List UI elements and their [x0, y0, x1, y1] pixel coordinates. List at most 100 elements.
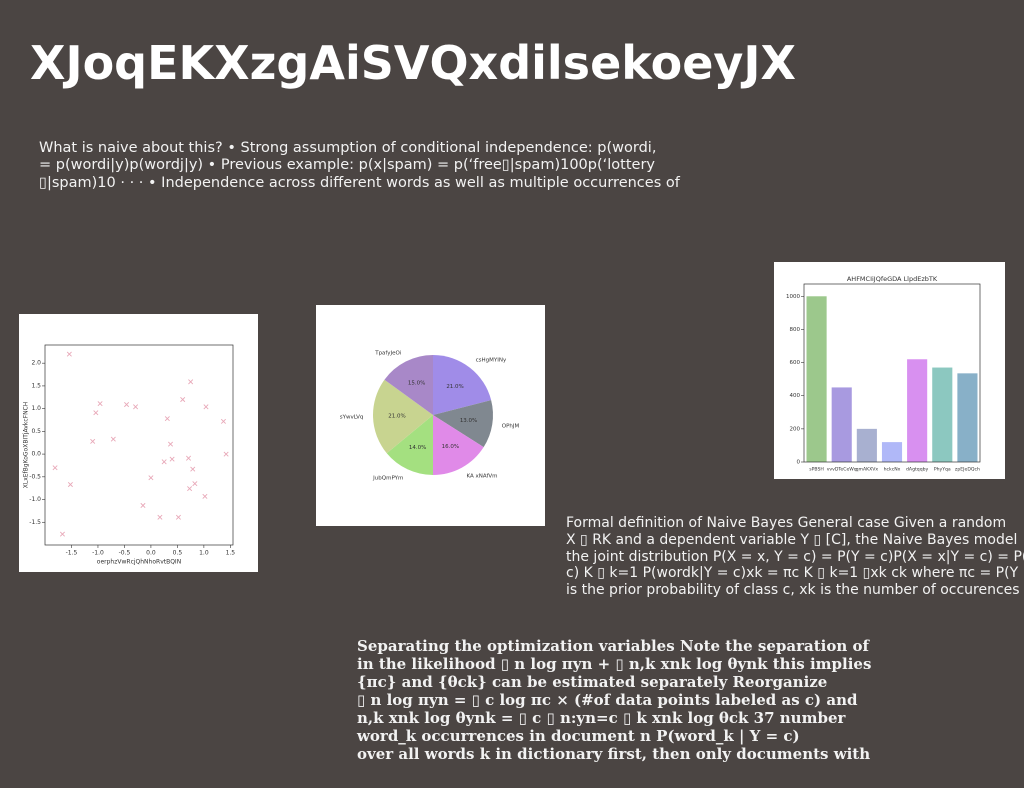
- point: [169, 456, 175, 462]
- y-tick-label: 800: [790, 327, 801, 333]
- slice-label: csHgMYINy: [476, 358, 507, 364]
- point: [124, 402, 130, 408]
- text-line: n,k xnk log θynk = ▯ c ▯ n:yn=c ▯ k xnk …: [357, 709, 846, 727]
- y-tick-label: -1.0: [29, 496, 41, 503]
- point: [190, 466, 196, 472]
- slice-value: 16.0%: [442, 444, 459, 450]
- point: [148, 475, 154, 481]
- x-tick-label: PhyYqa: [934, 467, 951, 473]
- point: [90, 438, 96, 444]
- bar: [856, 428, 877, 462]
- slice-value: 13.0%: [460, 418, 477, 424]
- text-line: {πc} and {θck} can be estimated separate…: [357, 673, 828, 691]
- text-line: over all words k in dictionary first, th…: [357, 745, 871, 763]
- point: [180, 397, 186, 403]
- point: [161, 459, 167, 465]
- text-line: the joint distribution P(X = x, Y = c) =…: [566, 548, 1024, 565]
- text-line: c) K ▯ k=1 P(wordk|Y = c)xk = πc K ▯ k=1…: [566, 565, 1024, 582]
- pie-slice: [386, 415, 433, 475]
- pie-slice: [433, 355, 492, 415]
- point: [52, 465, 58, 471]
- y-tick-label: 1.5: [31, 382, 41, 389]
- x-axis-label: oerphzVwRcjQhNhoRvtBQIN: [97, 559, 181, 566]
- point: [175, 514, 181, 520]
- bar: [957, 373, 978, 462]
- pie-chart: csHgMYINy 21.0% OPhJM 13.0% KA xNAfVm 16.0% Ju…: [316, 305, 545, 526]
- point: [157, 514, 163, 520]
- slice-value: 14.0%: [409, 445, 426, 451]
- slide-title: XJoqEKXzgAiSVQxdilsekoeyJX: [30, 36, 796, 90]
- text-line: word_k occurrences in document n P(word_…: [357, 727, 800, 745]
- point: [164, 416, 170, 422]
- text-line: ▯ n log πyn = ▯ c log πc × (#of data poi…: [357, 691, 858, 709]
- x-tick-label: -1.0: [92, 550, 104, 557]
- point: [140, 502, 146, 508]
- x-tick-label: sPBSH: [809, 467, 824, 473]
- bar: [806, 296, 827, 462]
- point: [187, 486, 193, 492]
- scatter-chart: -1.5 -1.0 -0.5 0.0 0.5 1.0 1.5 -1.5 -1.0 -0.5 0.0 0…: [19, 314, 258, 572]
- text-line: = p(wordi|y)p(wordj|y) • Previous exampl…: [39, 157, 655, 174]
- point: [167, 441, 174, 447]
- x-tick-label: 0.0: [146, 550, 156, 557]
- y-tick-label: 0.0: [31, 451, 41, 458]
- x-tick-label: dAgtqqby: [906, 467, 929, 473]
- point: [66, 351, 72, 357]
- slice-value: 15.0%: [408, 380, 425, 386]
- text-line: is the prior probability of class c, xk …: [566, 582, 1020, 599]
- y-tick-label: -1.5: [29, 519, 41, 526]
- x-tick-label: qmAKXVx: [856, 467, 879, 473]
- slice-value: 21.0%: [446, 384, 463, 390]
- point: [185, 455, 192, 461]
- text-line: What is naive about this? • Strong assum…: [39, 140, 657, 156]
- bar: [881, 442, 903, 462]
- point: [93, 410, 99, 416]
- y-tick-label: 0.5: [31, 428, 41, 435]
- point: [67, 482, 73, 488]
- slice-label: JubQmPYm: [372, 475, 403, 481]
- pie-slice: [433, 400, 493, 448]
- point: [220, 418, 226, 424]
- point: [203, 404, 209, 410]
- x-tick-label: hckcNx: [884, 467, 901, 473]
- point: [202, 493, 208, 499]
- bar: [932, 367, 953, 462]
- point: [59, 531, 65, 537]
- text-line: X ▯ RK and a dependent variable Y ▯ [C],…: [566, 531, 1018, 548]
- point: [223, 451, 229, 457]
- x-tick-label: 1.5: [226, 550, 236, 557]
- paragraph: What is naive about this? • Strong assum…: [39, 140, 680, 192]
- bar-chart: AHFMCIiJQfeGDA LlpdEzbTK 0 200 400 600 800 100…: [774, 262, 1005, 479]
- pie-slice: [384, 355, 433, 415]
- text-line: Separating the optimization variables No…: [357, 637, 869, 655]
- y-tick-label: 600: [790, 360, 801, 366]
- point: [133, 404, 139, 410]
- pie-slice: [433, 415, 484, 475]
- text-line: Formal definition of Naive Bayes General…: [566, 515, 1007, 531]
- paragraph: Formal definition of Naive Bayes General…: [566, 515, 1024, 599]
- bar: [907, 359, 928, 462]
- slice-label: OPhJM: [502, 423, 520, 429]
- x-tick-label: zpEJeDQch: [955, 467, 980, 473]
- x-tick-label: -0.5: [119, 550, 131, 557]
- paragraph: Separating the optimization variables No…: [357, 637, 871, 763]
- x-tick-label: 0.5: [173, 550, 183, 557]
- slice-value: 21.0%: [388, 414, 405, 420]
- x-tick-label: 1.0: [199, 550, 209, 557]
- y-tick-label: 2.0: [31, 360, 41, 367]
- slice-label: TpafyJeOi: [374, 350, 402, 356]
- y-tick-label: 200: [790, 426, 801, 432]
- y-tick-label: 1.0: [31, 405, 41, 412]
- pie-slice: [373, 379, 433, 454]
- slice-label: KA xNAfVm: [467, 473, 498, 479]
- point: [110, 436, 116, 442]
- bar: [831, 387, 852, 462]
- x-tick-label: -1.5: [66, 550, 78, 557]
- text-line: in the likelihood ▯ n log πyn + ▯ n,k xn…: [357, 655, 872, 673]
- point: [188, 379, 194, 385]
- slice-label: sYwvLVq: [340, 415, 364, 421]
- y-tick-label: -0.5: [29, 473, 41, 480]
- x-tick-label: vvvDTeCeWq: [827, 467, 857, 473]
- text-line: ▯|spam)10 · · · • Independence across di…: [39, 174, 680, 191]
- chart-title: AHFMCIiJQfeGDA LlpdEzbTK: [847, 275, 938, 283]
